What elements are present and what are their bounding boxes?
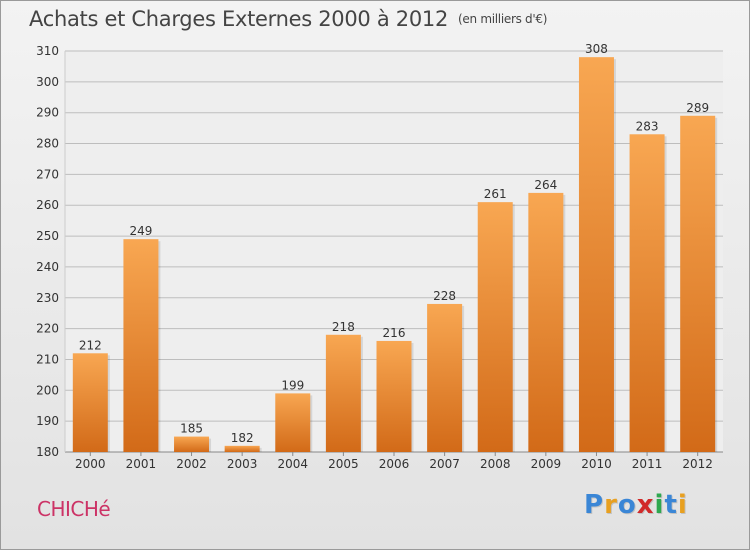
x-tick-label: 2007 (429, 457, 460, 471)
logo-letter: r (604, 490, 618, 520)
bar (376, 340, 412, 452)
x-tick-label: 2008 (480, 457, 511, 471)
y-tick-label: 180 (36, 445, 59, 459)
y-tick-label: 210 (36, 352, 59, 366)
logo-letter: i (677, 490, 688, 520)
y-tick-label: 230 (36, 291, 59, 305)
data-label: 182 (231, 431, 254, 445)
data-label: 199 (281, 378, 304, 392)
y-tick-label: 310 (36, 44, 59, 58)
y-tick-label: 260 (36, 198, 59, 212)
x-tick-label: 2011 (632, 457, 663, 471)
bar (578, 57, 614, 453)
bar (123, 239, 159, 452)
chart-unit: (en milliers d'€) (458, 12, 548, 26)
x-tick-label: 2012 (682, 457, 713, 471)
bar (224, 445, 260, 452)
data-label: 185 (180, 422, 203, 436)
chart-title: Achats et Charges Externes 2000 à 2012 (e… (29, 7, 547, 31)
y-tick-label: 190 (36, 414, 59, 428)
x-tick-label: 2010 (581, 457, 612, 471)
data-label: 218 (332, 320, 355, 334)
data-label: 216 (383, 326, 406, 340)
logo-letter: x (636, 490, 655, 520)
data-label: 289 (686, 101, 709, 115)
data-label: 228 (433, 289, 456, 303)
data-label: 308 (585, 42, 608, 56)
bar (325, 334, 361, 452)
proxiti-logo: Proxiti (584, 490, 688, 520)
x-tick-label: 2005 (328, 457, 359, 471)
logo-letter: i (654, 490, 665, 520)
bar (72, 353, 108, 452)
x-tick-label: 2001 (126, 457, 157, 471)
y-tick-label: 240 (36, 260, 59, 274)
bar (629, 134, 665, 453)
bar (477, 202, 513, 452)
data-label: 261 (484, 187, 507, 201)
x-tick-label: 2006 (379, 457, 410, 471)
y-tick-label: 270 (36, 167, 59, 181)
logo-letter: t (664, 490, 678, 520)
y-tick-label: 250 (36, 229, 59, 243)
bar (275, 393, 311, 452)
bar (680, 115, 716, 453)
x-tick-label: 2004 (277, 457, 308, 471)
x-tick-label: 2003 (227, 457, 258, 471)
bar (528, 192, 564, 452)
chart-title-text: Achats et Charges Externes 2000 à 2012 (29, 7, 449, 31)
logo-letter: P (584, 490, 605, 520)
data-label: 212 (79, 338, 102, 352)
bar (174, 436, 210, 452)
y-tick-label: 280 (36, 137, 59, 151)
y-tick-label: 220 (36, 322, 59, 336)
bar (427, 303, 463, 452)
data-label: 283 (636, 119, 659, 133)
x-tick-label: 2009 (531, 457, 562, 471)
data-label: 249 (129, 224, 152, 238)
x-tick-label: 2000 (75, 457, 106, 471)
y-tick-label: 200 (36, 383, 59, 397)
y-tick-label: 300 (36, 75, 59, 89)
data-label: 264 (534, 178, 557, 192)
logo-letter: o (617, 490, 637, 520)
place-name: CHICHé (37, 497, 111, 521)
y-tick-label: 290 (36, 106, 59, 120)
x-tick-label: 2002 (176, 457, 207, 471)
